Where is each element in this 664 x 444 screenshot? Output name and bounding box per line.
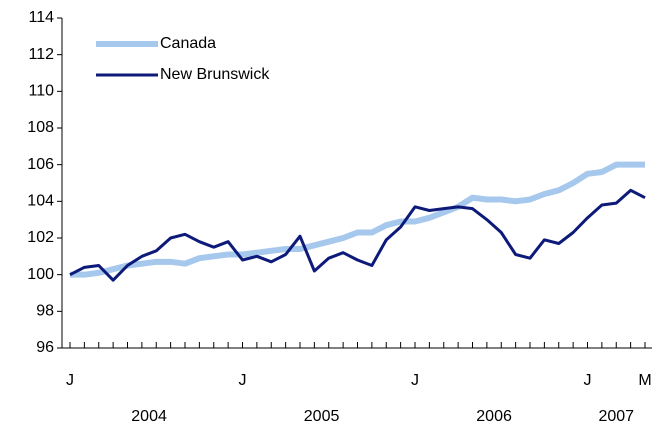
y-tick-label: 108	[27, 119, 54, 136]
x-tick-label: J	[411, 372, 419, 389]
x-tick-label: J	[66, 372, 74, 389]
year-label: 2007	[598, 408, 634, 425]
x-tick-label: J	[584, 372, 592, 389]
x-tick-label: J	[239, 372, 247, 389]
y-tick-label: 104	[27, 193, 54, 210]
legend-label: Canada	[160, 35, 216, 52]
year-label: 2005	[304, 408, 340, 425]
legend-label: New Brunswick	[160, 66, 270, 83]
year-label: 2006	[476, 408, 512, 425]
y-tick-label: 100	[27, 266, 54, 283]
y-tick-label: 112	[28, 46, 54, 63]
y-tick-label: 96	[36, 339, 54, 356]
series-line	[69, 188, 646, 282]
y-tick-label: 102	[27, 229, 54, 246]
y-tick-label: 98	[36, 303, 54, 320]
y-tick-label: 106	[27, 156, 54, 173]
y-tick-label: 110	[28, 83, 54, 100]
y-tick-label: 114	[28, 9, 54, 26]
year-label: 2004	[131, 408, 167, 425]
series-line	[70, 161, 645, 278]
x-tick-label: M	[638, 372, 651, 389]
